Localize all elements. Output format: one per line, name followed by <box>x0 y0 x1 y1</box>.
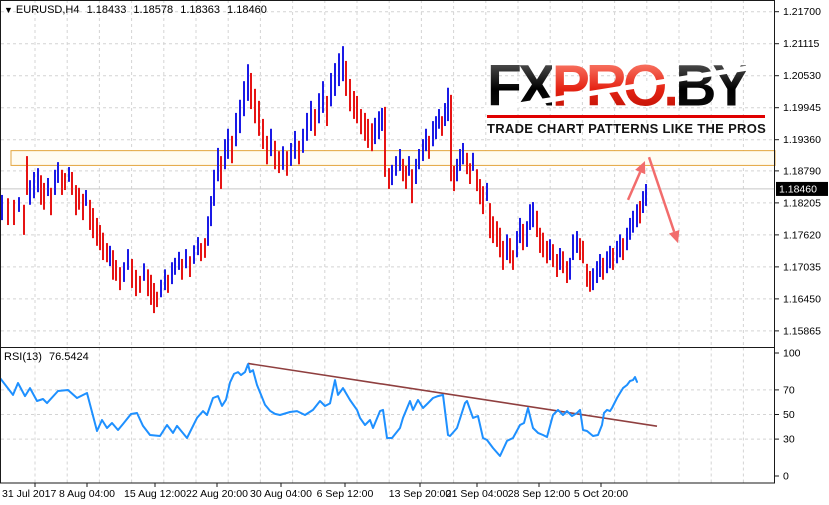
svg-text:6 Sep 12:00: 6 Sep 12:00 <box>317 488 374 500</box>
rsi-trendline[interactable] <box>247 362 658 427</box>
logo-fx: FX <box>487 53 556 119</box>
svg-text:1.21115: 1.21115 <box>783 38 820 50</box>
ohlc-low: 1.18363 <box>180 4 220 16</box>
symbol-dropdown-icon[interactable]: ▼ <box>4 5 13 15</box>
svg-text:30 Aug 04:00: 30 Aug 04:00 <box>250 488 312 500</box>
svg-text:1.19360: 1.19360 <box>783 134 821 146</box>
svg-text:1.17620: 1.17620 <box>783 229 821 241</box>
symbol-header: ▼ EURUSD,H4 1.18433 1.18578 1.18363 1.184… <box>4 4 271 16</box>
svg-text:15 Aug 12:00: 15 Aug 12:00 <box>124 488 186 500</box>
gridlines <box>1 0 775 483</box>
rsi-panel-frame <box>0 347 775 484</box>
ohlc-open: 1.18433 <box>86 4 127 16</box>
indicator-label: RSI(13) 76.5424 <box>4 351 93 363</box>
candlestick-bars <box>1 46 647 314</box>
svg-text:1.18790: 1.18790 <box>783 165 821 177</box>
logo-red-rule <box>487 115 765 118</box>
svg-text:13 Sep 20:00: 13 Sep 20:00 <box>389 488 452 500</box>
svg-text:22 Aug 20:00: 22 Aug 20:00 <box>186 488 248 500</box>
svg-text:1.16450: 1.16450 <box>783 293 821 305</box>
svg-text:1.20530: 1.20530 <box>783 70 821 82</box>
svg-text:0: 0 <box>783 471 789 483</box>
indicator-value: 76.5424 <box>48 351 89 363</box>
symbol-period-label: EURUSD,H4 <box>15 4 80 16</box>
svg-text:50: 50 <box>783 409 795 421</box>
price-panel <box>1 46 776 314</box>
svg-text:30: 30 <box>783 434 795 446</box>
indicator-name: RSI(13) <box>4 351 42 363</box>
svg-text:5 Oct 20:00: 5 Oct 20:00 <box>574 488 628 500</box>
svg-text:1.21700: 1.21700 <box>783 6 821 18</box>
svg-text:1.17035: 1.17035 <box>783 261 821 273</box>
resistance-zone <box>10 150 776 166</box>
svg-text:70: 70 <box>783 384 795 396</box>
svg-text:8 Aug 04:00: 8 Aug 04:00 <box>59 488 115 500</box>
svg-text:28 Sep 12:00: 28 Sep 12:00 <box>508 488 571 500</box>
logo-by: BY <box>675 53 750 119</box>
logo-text: FXPRO.BY <box>482 57 772 115</box>
ohlc-high: 1.18578 <box>133 4 174 16</box>
svg-text:100: 100 <box>783 348 801 360</box>
rsi-line <box>0 363 638 457</box>
bid-price-box <box>776 181 828 196</box>
svg-text:1.18205: 1.18205 <box>783 197 821 209</box>
logo-tagline: TRADE CHART PATTERNS LIKE THE PROS <box>487 121 767 136</box>
svg-text:1.19945: 1.19945 <box>783 102 821 114</box>
watermark-logo: FXPRO.BY TRADE CHART PATTERNS LIKE THE P… <box>482 57 772 136</box>
logo-pro: PRO. <box>551 53 679 119</box>
svg-text:1.15865: 1.15865 <box>783 325 821 337</box>
svg-text:1.18460: 1.18460 <box>779 183 817 195</box>
forecast-arrows <box>626 156 680 244</box>
ohlc-close: 1.18460 <box>227 4 267 16</box>
rsi-panel <box>0 362 658 457</box>
svg-text:31 Jul 2017: 31 Jul 2017 <box>2 488 56 500</box>
svg-text:21 Sep 04:00: 21 Sep 04:00 <box>446 488 509 500</box>
